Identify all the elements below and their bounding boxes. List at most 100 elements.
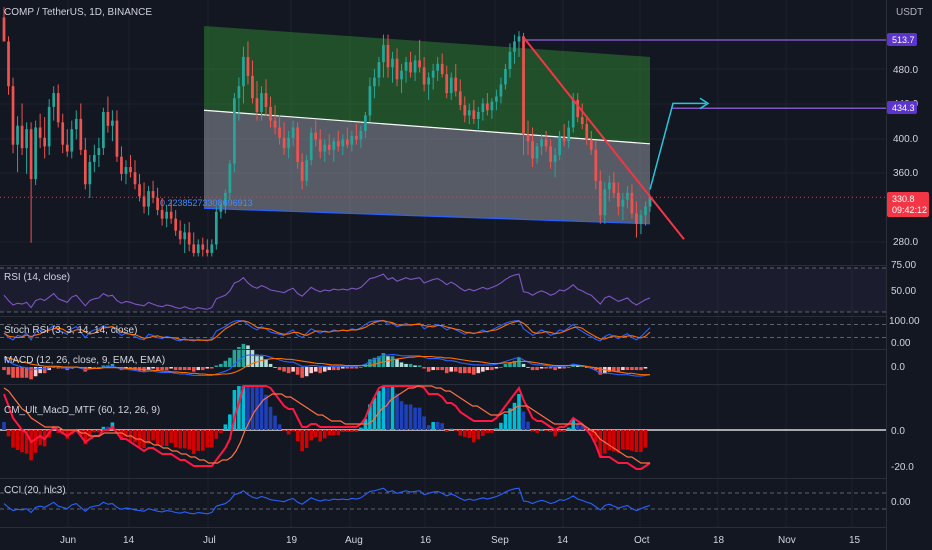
- candle-body: [25, 129, 28, 149]
- time-axis[interactable]: Jun 14 Jul 19 Aug 16 Sep 14 Oct 18 Nov 1…: [60, 535, 861, 546]
- macd-histogram-bar: [228, 357, 232, 367]
- cm-histogram-bar: [490, 430, 494, 433]
- macd-histogram-bar: [589, 367, 594, 369]
- price-tick: 480.0: [893, 65, 918, 76]
- macd-histogram-bar: [250, 350, 255, 367]
- svg-text:513.7: 513.7: [892, 35, 915, 45]
- cm-histogram-bar: [29, 430, 33, 461]
- macd-histogram-bar: [241, 343, 246, 367]
- rsi-tick: 50.00: [891, 286, 916, 297]
- cm-histogram-bar: [503, 414, 508, 430]
- macd-histogram-bar: [291, 367, 295, 372]
- cm-histogram-bar: [33, 430, 38, 453]
- candle: [504, 63, 507, 90]
- cm-histogram-bar: [331, 430, 336, 436]
- cm-signal-line: [3, 385, 650, 464]
- drawing-overlays[interactable]: [0, 37, 886, 240]
- cm-histogram-bar: [327, 430, 332, 436]
- candlestick-series[interactable]: [2, 7, 652, 257]
- cm-histogram-bar: [521, 411, 526, 430]
- candle: [535, 142, 539, 164]
- cm-histogram-bar: [368, 404, 372, 430]
- candle-body: [92, 155, 96, 162]
- macd-histogram-bar: [92, 367, 97, 368]
- candle: [269, 96, 272, 128]
- candle: [255, 81, 259, 121]
- candle-body: [106, 112, 110, 126]
- macd-histogram-bar: [607, 367, 612, 372]
- indicator-panes[interactable]: [0, 267, 886, 515]
- cm-histogram-bar: [146, 430, 151, 444]
- candle-body: [368, 86, 372, 116]
- cm-histogram-bar: [359, 427, 363, 430]
- macd-histogram-bar: [205, 367, 210, 369]
- macd-histogram-bar: [575, 365, 580, 367]
- cm-histogram-bar: [431, 422, 435, 430]
- candle-body: [345, 139, 349, 145]
- cm-histogram-bar: [205, 430, 210, 448]
- candle-body: [513, 41, 516, 52]
- macd-tick: 0.0: [891, 362, 905, 373]
- macd-histogram-bar: [562, 367, 566, 369]
- candle-body: [635, 213, 638, 224]
- macd-histogram-bar: [503, 363, 508, 367]
- macd-histogram-bar: [372, 357, 377, 367]
- cm-histogram-bar: [426, 425, 431, 430]
- time-tick: Aug: [345, 535, 363, 546]
- macd-histogram-bar: [268, 363, 273, 367]
- candle: [345, 127, 349, 149]
- candle: [522, 32, 525, 155]
- candle-body: [237, 86, 241, 99]
- candle: [102, 107, 105, 155]
- candle-body: [97, 148, 101, 155]
- candle-body: [603, 189, 607, 216]
- candle: [196, 239, 200, 257]
- macd-histogram-bar: [286, 367, 291, 374]
- price-tag-513: 513.7: [887, 33, 917, 46]
- cm-histogram-bar: [539, 429, 544, 431]
- candle: [355, 124, 358, 145]
- candle: [612, 172, 616, 198]
- cm-histogram-bar: [399, 401, 404, 430]
- cm-histogram-bar: [187, 430, 192, 450]
- macd-histogram-bar: [435, 367, 440, 371]
- candle-body: [544, 139, 548, 147]
- candle: [56, 84, 60, 128]
- cm-histogram-bar: [88, 430, 92, 437]
- macd-histogram-bar: [295, 367, 300, 375]
- price-tick: 400.0: [893, 134, 918, 145]
- macd-histogram-bar: [47, 367, 51, 371]
- macd-histogram-bar: [408, 363, 413, 367]
- candle-body: [621, 199, 625, 207]
- candle-body: [201, 244, 205, 250]
- candle: [70, 120, 74, 159]
- candle-body: [391, 58, 394, 68]
- cm-histogram-bar: [309, 430, 313, 441]
- candle: [74, 110, 78, 140]
- cm-histogram-bar: [97, 430, 101, 433]
- candle-body: [589, 139, 593, 150]
- cm-histogram-bar: [422, 416, 426, 430]
- candle-body: [196, 244, 200, 254]
- candle-body: [115, 120, 119, 157]
- candle-body: [607, 182, 611, 190]
- cm-histogram-bar: [499, 422, 503, 430]
- cm-histogram-bar: [553, 430, 557, 437]
- candle-body: [486, 103, 489, 111]
- candle: [147, 185, 150, 216]
- cm-histogram-bar: [2, 422, 6, 430]
- pane-separators: [0, 0, 887, 550]
- candle: [16, 116, 19, 173]
- candle: [409, 51, 412, 78]
- macd-histogram-bar: [553, 367, 557, 371]
- macd-histogram-bar: [232, 350, 237, 367]
- candle-body: [440, 63, 444, 75]
- macd-histogram-bar: [56, 367, 61, 369]
- candle: [237, 77, 241, 121]
- candle-body: [34, 127, 37, 180]
- candle: [594, 141, 598, 190]
- candle-body: [169, 211, 173, 219]
- cm-histogram-bar: [345, 430, 350, 432]
- cm-histogram-bar: [38, 430, 42, 446]
